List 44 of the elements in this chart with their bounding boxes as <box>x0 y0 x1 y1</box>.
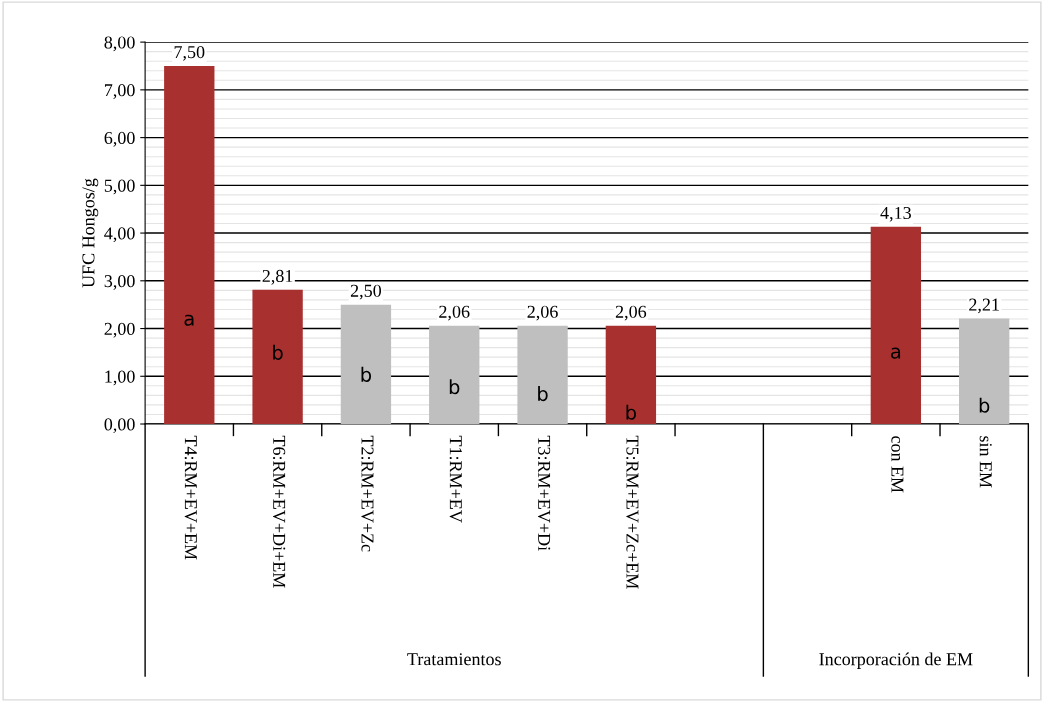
annotation: b <box>538 386 548 402</box>
x-tick-label: sin EM <box>979 436 992 488</box>
annotation: b <box>626 404 636 420</box>
y-tick-label: 8,00 <box>104 36 135 52</box>
x-tick-label: T2:RM+EV+Zc <box>361 435 374 552</box>
annotation: a <box>891 347 901 359</box>
y-tick-label: 2,00 <box>104 322 135 338</box>
data-label: 2,06 <box>439 305 470 321</box>
text: Incorporación de EM <box>819 652 973 669</box>
annotation: b <box>979 397 990 413</box>
bar <box>959 318 1010 425</box>
x-tick-label: T4:RM+EV+EM <box>184 435 197 560</box>
y-tick-label: 6,00 <box>104 131 135 147</box>
annotation: b <box>273 344 283 360</box>
bar <box>517 325 568 425</box>
bar <box>605 325 657 425</box>
data-label: 2,50 <box>350 284 382 300</box>
data-label: 2,06 <box>527 305 558 321</box>
bar <box>429 325 480 425</box>
annotation: a <box>184 314 194 326</box>
annotation: b <box>449 379 460 395</box>
x-tick-label: T1:RM+EV <box>449 435 462 523</box>
bar <box>164 65 215 425</box>
bar <box>340 304 392 425</box>
y-tick-label: 3,00 <box>104 275 135 290</box>
x-tick-label: T6:RM+EV+Di+EM <box>272 435 286 588</box>
bar <box>870 226 922 425</box>
data-label: 7,50 <box>174 45 205 61</box>
y-tick-label: 5,00 <box>104 179 135 195</box>
text: Tratamientos <box>407 653 501 666</box>
y-tick-label: 7,00 <box>104 84 135 99</box>
x-tick-label: con EM <box>891 436 904 493</box>
y-tick-label: 0,00 <box>104 418 135 434</box>
bar <box>252 289 303 425</box>
x-tick-label: T3:RM+EV+Di <box>537 435 551 551</box>
x-tick-label: T5:RM+EV+Zc+EM <box>626 435 639 589</box>
y-tick-label: 4,00 <box>104 227 135 243</box>
y-tick-label: 1,00 <box>105 370 135 386</box>
y-axis-title: UFC Hongos/g <box>82 178 99 288</box>
data-label: 4,13 <box>880 206 911 222</box>
data-label: 2,21 <box>969 298 999 314</box>
data-label: 2,06 <box>615 305 647 321</box>
data-label: 2,81 <box>262 269 293 285</box>
annotation: b <box>361 366 372 382</box>
